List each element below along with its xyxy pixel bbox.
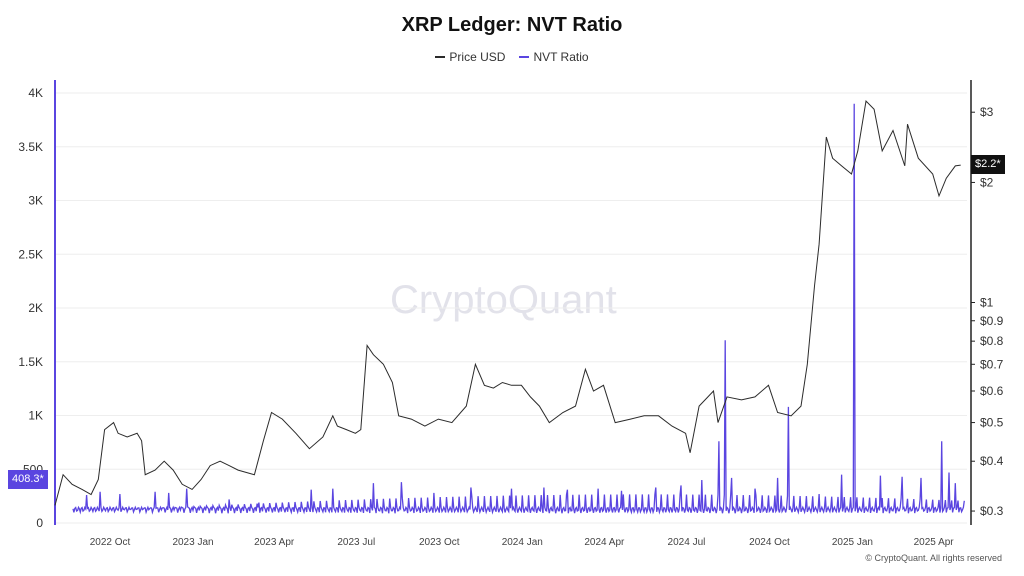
right-tick-label: $0.4 (980, 454, 1004, 468)
x-tick-label: 2023 Jan (172, 537, 213, 548)
left-tick-label: 0 (36, 516, 43, 530)
x-axis: 2022 Oct 2023 Jan 2023 Apr 2023 Jul 2023 Oct… (90, 537, 955, 548)
left-tick-label: 1.5K (18, 355, 43, 369)
copyright-text: © CryptoQuant. All rights reserved (865, 553, 1002, 563)
right-tick-label: $0.8 (980, 334, 1004, 348)
left-tick-label: 1K (28, 409, 43, 423)
legend-label-nvt: NVT Ratio (533, 50, 589, 64)
legend-item-nvt[interactable]: NVT Ratio (519, 50, 589, 64)
right-tick-label: $0.7 (980, 357, 1004, 371)
legend-item-price[interactable]: Price USD (435, 50, 505, 64)
x-tick-label: 2025 Apr (914, 537, 955, 548)
chart-legend: Price USD NVT Ratio (0, 50, 1024, 64)
x-tick-label: 2023 Apr (254, 537, 295, 548)
nvt-current-badge: 408.3* (8, 470, 48, 489)
price-series (54, 99, 961, 506)
watermark-logo: CryptoQuant (390, 278, 617, 322)
right-tick-label: $0.6 (980, 384, 1004, 398)
left-tick-label: 2.5K (18, 247, 43, 261)
x-tick-label: 2024 Apr (584, 537, 625, 548)
left-tick-label: 3.5K (18, 140, 43, 154)
x-tick-label: 2025 Jan (832, 537, 873, 548)
right-tick-label: $0.5 (980, 416, 1004, 430)
left-tick-label: 3K (28, 194, 43, 208)
right-tick-label: $0.3 (980, 504, 1004, 518)
right-tick-label: $3 (980, 105, 994, 119)
x-tick-label: 2022 Oct (90, 537, 131, 548)
left-tick-label: 4K (28, 86, 43, 100)
grid-lines (55, 92, 967, 524)
nvt-legend-swatch (519, 56, 530, 58)
nvt-series (72, 103, 965, 515)
x-tick-label: 2023 Jul (337, 537, 375, 548)
price-legend-swatch (435, 56, 446, 58)
right-tick-label: $0.9 (980, 314, 1004, 328)
x-tick-label: 2024 Oct (749, 537, 790, 548)
right-tick-label: $1 (980, 296, 994, 310)
legend-label-price: Price USD (449, 50, 506, 64)
right-tick-label: $2 (980, 175, 994, 189)
right-axis: $0.3 $0.4 $0.5 $0.6 $0.7 $0.8 $0.9 $1 $2 $3 (970, 80, 1004, 525)
price-usd-line (54, 99, 961, 506)
nvt-ratio-line (72, 103, 965, 515)
page-title: XRP Ledger: NVT Ratio (401, 14, 623, 36)
x-tick-label: 2024 Jul (668, 537, 706, 548)
x-tick-label: 2024 Jan (502, 537, 543, 548)
left-tick-label: 2K (28, 301, 43, 315)
x-tick-label: 2023 Oct (419, 537, 460, 548)
price-current-badge: $2.2* (971, 155, 1005, 174)
